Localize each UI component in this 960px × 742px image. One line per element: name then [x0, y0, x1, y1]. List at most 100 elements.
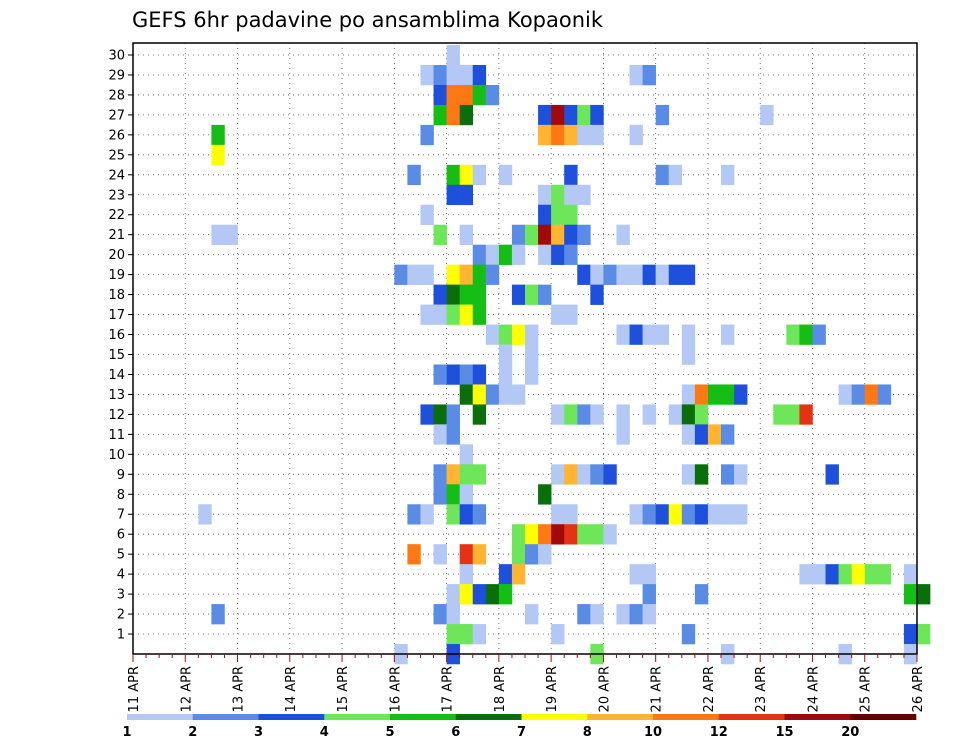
heatmap-cell	[511, 284, 526, 305]
heatmap-cell	[616, 324, 630, 345]
heatmap-cell	[485, 384, 500, 405]
heatmap-cell	[694, 384, 709, 405]
heatmap-cell	[812, 564, 826, 585]
heatmap-cell	[525, 344, 539, 365]
heatmap-cell	[446, 484, 460, 505]
heatmap-cell	[446, 424, 460, 445]
heatmap-cell	[407, 164, 421, 186]
heatmap-cell	[786, 324, 800, 345]
heatmap-cell	[629, 124, 643, 146]
heatmap-cell	[681, 264, 696, 285]
colorbar-swatch	[653, 714, 720, 720]
y-tick-label: 24	[108, 168, 125, 183]
heatmap-cell	[459, 64, 474, 86]
x-tick-label: 20 APR	[597, 666, 612, 712]
y-tick-label: 23	[108, 188, 125, 203]
y-tick-label: 5	[117, 548, 125, 563]
heatmap-cell	[446, 504, 460, 525]
heatmap-cell	[721, 384, 735, 405]
heatmap-cell	[420, 64, 434, 86]
heatmap-cell	[564, 524, 578, 545]
y-tick-label: 14	[108, 368, 125, 383]
heatmap-cell	[577, 464, 591, 485]
heatmap-cell	[551, 204, 565, 226]
x-tick-label: 18 APR	[493, 666, 508, 712]
heatmap-cell	[577, 104, 591, 126]
heatmap-cell	[211, 124, 225, 146]
heatmap-cell	[917, 584, 931, 605]
heatmap-cell	[917, 624, 931, 645]
heatmap-cell	[877, 564, 892, 585]
heatmap-cell	[433, 304, 447, 325]
heatmap-cell	[760, 104, 774, 126]
heatmap-cell	[786, 404, 800, 425]
heatmap-cell	[538, 224, 552, 245]
heatmap-cell	[420, 304, 434, 325]
x-tick-label: 11 APR	[127, 666, 142, 712]
heatmap-cell	[446, 624, 460, 645]
heatmap-cell	[498, 584, 513, 605]
colorbar-label: 7	[517, 725, 526, 740]
y-tick-label: 16	[108, 328, 125, 343]
heatmap-cell	[564, 104, 578, 126]
heatmap-cell	[511, 244, 526, 265]
heatmap-cell	[681, 464, 696, 485]
heatmap-cell	[590, 264, 604, 285]
colorbar-swatch	[324, 714, 391, 720]
heatmap-cell	[511, 384, 526, 405]
colorbar-label: 1	[122, 725, 131, 740]
heatmap-cell	[525, 324, 539, 345]
heatmap-cell	[485, 244, 500, 265]
heatmap-cell	[459, 564, 474, 585]
heatmap-cell	[642, 324, 656, 345]
heatmap-cell	[838, 384, 852, 405]
heatmap-cell	[551, 404, 565, 425]
heatmap-cell	[433, 64, 447, 86]
y-tick-label: 4	[117, 568, 125, 583]
heatmap-cell	[773, 404, 787, 425]
heatmap-cell	[459, 584, 474, 605]
heatmap-cell	[459, 104, 474, 126]
heatmap-cell	[538, 484, 552, 505]
heatmap-cell	[446, 45, 460, 66]
heatmap-cell	[721, 464, 735, 485]
heatmap-cell	[433, 424, 447, 445]
colorbar-swatch	[258, 714, 325, 720]
heatmap-cell	[538, 104, 552, 126]
heatmap-cell	[616, 264, 630, 285]
heatmap-cell	[459, 164, 474, 186]
heatmap-cell	[564, 404, 578, 425]
heatmap-cell	[446, 284, 460, 305]
x-tick-label: 26 APR	[911, 666, 926, 712]
heatmap-cell	[525, 364, 539, 385]
heatmap-cell	[472, 164, 487, 186]
heatmap-cell	[538, 124, 552, 146]
heatmap-cell	[577, 524, 591, 545]
heatmap-cell	[433, 224, 447, 245]
heatmap-cell	[655, 504, 670, 525]
heatmap-cell	[420, 204, 434, 226]
heatmap-cell	[551, 624, 565, 645]
heatmap-cells	[198, 45, 931, 665]
heatmap-cell	[446, 404, 460, 425]
heatmap-cell	[459, 224, 474, 245]
x-tick-label: 22 APR	[702, 666, 717, 712]
heatmap-cell	[538, 284, 552, 305]
heatmap-cell	[433, 544, 447, 565]
y-tick-label: 12	[108, 408, 125, 423]
heatmap-cell	[485, 324, 500, 345]
x-tick-label: 12 APR	[179, 666, 194, 712]
heatmap-cell	[564, 304, 578, 325]
heatmap-cell	[668, 504, 683, 525]
heatmap-cell	[642, 564, 656, 585]
heatmap-cell	[433, 364, 447, 385]
colorbar-swatch	[850, 714, 917, 720]
heatmap-cell	[446, 104, 460, 126]
heatmap-cell	[616, 404, 630, 425]
colorbar-swatch	[455, 714, 522, 720]
heatmap-cell	[433, 104, 447, 126]
heatmap-cell	[224, 224, 238, 245]
heatmap-cell	[721, 424, 735, 445]
heatmap-cell	[564, 164, 578, 186]
heatmap-cell	[590, 524, 604, 545]
